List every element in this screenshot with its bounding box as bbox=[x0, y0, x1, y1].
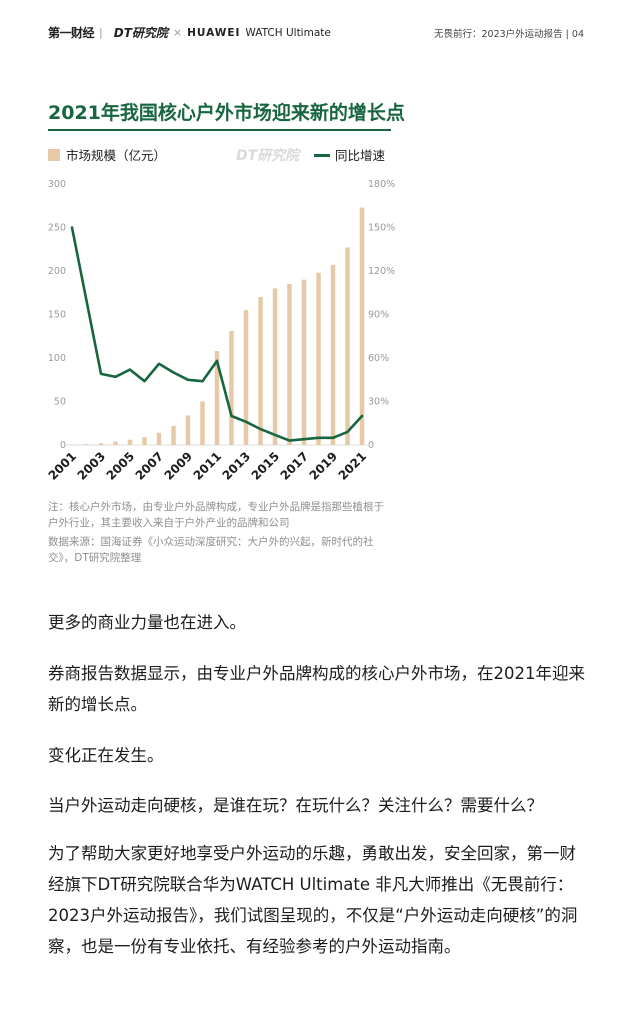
legend-bar-swatch bbox=[48, 149, 60, 161]
market-size-bar bbox=[330, 264, 336, 445]
market-size-bar bbox=[316, 272, 321, 445]
legend-line-swatch bbox=[314, 154, 330, 157]
market-size-bar bbox=[156, 432, 162, 445]
dt-watermark: DT研究院 bbox=[236, 148, 300, 164]
body-paragraph-1: 更多的商业力量也在进入。 bbox=[48, 613, 246, 632]
market-size-bar bbox=[229, 331, 234, 445]
x-tick-label: 2017 bbox=[278, 449, 312, 483]
x-tick-label: 2011 bbox=[191, 449, 225, 483]
y-right-tick-label: 30% bbox=[368, 397, 389, 408]
market-size-bar bbox=[127, 439, 133, 445]
huawei-logo: HUAWEI bbox=[187, 26, 241, 39]
market-size-bar bbox=[84, 444, 89, 445]
y-left-tick-label: 250 bbox=[48, 223, 66, 234]
x-tick-label: 2007 bbox=[133, 449, 167, 483]
y-left-tick-label: 300 bbox=[48, 179, 66, 190]
y-left-tick-label: 0 bbox=[60, 440, 66, 451]
collab-cross: × bbox=[172, 26, 183, 39]
body-paragraph-2: 券商报告数据显示，由专业户外品牌构成的核心户外市场，在2021年迎来新的增长点。 bbox=[48, 664, 585, 714]
x-tick-label: 2009 bbox=[162, 449, 196, 483]
y-right-tick-label: 180% bbox=[368, 179, 395, 190]
y-right-tick-label: 0 bbox=[368, 440, 374, 451]
page-header: 第一财经 | DT研究院 × HUAWEI WATCH Ultimate 无畏前… bbox=[0, 0, 630, 60]
cbn-logo: 第一财经 bbox=[48, 26, 95, 40]
y-right-tick-label: 90% bbox=[368, 310, 389, 321]
dt-logo: DT研究院 bbox=[113, 26, 168, 40]
y-right-tick-label: 120% bbox=[368, 266, 395, 277]
body-paragraph-3: 变化正在发生。 bbox=[48, 746, 164, 765]
chart-title: 2021年我国核心户外市场迎来新的增长点 bbox=[48, 102, 405, 124]
body-paragraph-4: 当户外运动走向硬核，是谁在玩？在玩什么？关注什么？需要什么？ bbox=[48, 796, 543, 815]
market-size-bar bbox=[200, 401, 205, 445]
chart-legend: 市场规模（亿元） DT研究院 同比增速 bbox=[48, 145, 391, 165]
x-tick-label: 2003 bbox=[75, 449, 109, 483]
market-size-bar bbox=[113, 441, 118, 445]
title-rule bbox=[48, 129, 391, 131]
logo-divider: | bbox=[99, 26, 103, 39]
y-left-tick-label: 200 bbox=[48, 266, 66, 277]
market-size-bar bbox=[359, 207, 365, 445]
market-size-bar bbox=[69, 444, 75, 446]
x-tick-label: 2019 bbox=[307, 449, 341, 483]
market-size-bar bbox=[301, 279, 307, 445]
market-size-bar bbox=[98, 443, 104, 445]
market-size-bar bbox=[258, 297, 263, 445]
market-size-bar bbox=[287, 284, 292, 445]
growth-rate-line bbox=[70, 226, 364, 442]
y-right-tick-label: 150% bbox=[368, 223, 395, 234]
market-size-bar bbox=[272, 288, 278, 445]
y-right-tick-label: 60% bbox=[368, 353, 389, 364]
x-tick-label: 2013 bbox=[220, 449, 254, 483]
x-tick-label: 2001 bbox=[46, 449, 80, 483]
x-tick-label: 2005 bbox=[104, 449, 138, 483]
y-left-tick-label: 100 bbox=[48, 353, 66, 364]
y-left-tick-label: 150 bbox=[48, 310, 66, 321]
x-tick-label: 2021 bbox=[336, 449, 370, 483]
report-page-info: 无畏前行：2023户外运动报告 | 04 bbox=[433, 29, 584, 40]
market-size-bar bbox=[142, 437, 147, 445]
brand-logos: 第一财经 | DT研究院 × HUAWEI WATCH Ultimate bbox=[48, 24, 331, 41]
market-size-bar bbox=[171, 425, 176, 445]
legend-bar-label: 市场规模（亿元） bbox=[66, 148, 167, 163]
market-size-bar bbox=[214, 351, 220, 445]
market-size-bar bbox=[243, 310, 249, 445]
body-paragraph-5: 为了帮助大家更好地享受户外运动的乐趣，勇敢出发，安全回家，第一财经旗下DT研究院… bbox=[48, 844, 578, 956]
market-size-bar bbox=[345, 247, 350, 445]
watch-ultimate-logo: WATCH Ultimate bbox=[245, 26, 331, 39]
x-tick-label: 2015 bbox=[249, 449, 283, 483]
market-size-bar bbox=[185, 415, 191, 445]
chart-source: 数据来源：国海证券《小众运动深度研究：大户外的兴起，新时代的社交》，DT研究院整… bbox=[48, 536, 374, 564]
y-left-tick-label: 50 bbox=[54, 397, 66, 408]
legend-line-label: 同比增速 bbox=[335, 148, 386, 163]
chart-note: 注：核心户外市场，由专业户外品牌构成，专业户外品牌是指那些植根于户外行业，其主要… bbox=[48, 501, 384, 529]
market-chart: 0 50 100 150 200 250 300 0 30% 60% 90% 120% 150% 180%… bbox=[46, 179, 396, 483]
